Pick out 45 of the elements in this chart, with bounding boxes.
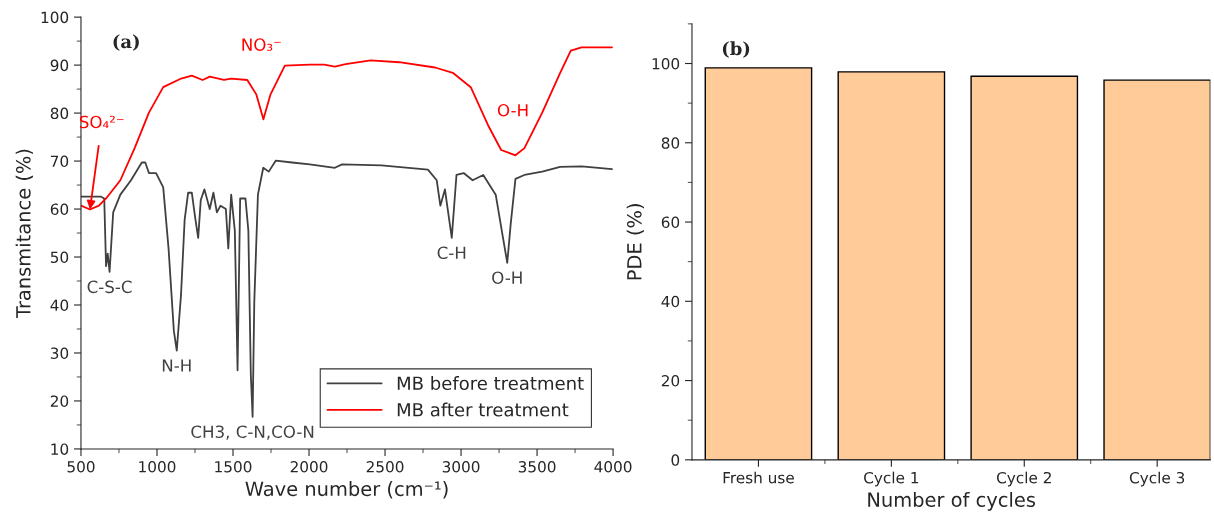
y-tick-label: 90 <box>50 59 69 72</box>
y-tick-label: 100 <box>41 11 69 24</box>
x-tick-label: 3500 <box>518 461 556 473</box>
y-tick-label: 0 <box>671 454 680 466</box>
y-tick-label: 80 <box>50 107 69 120</box>
y-tick-label: 60 <box>661 216 680 229</box>
x-tick-label: 3000 <box>442 461 480 473</box>
x-tick-label: Cycle 3 <box>1129 471 1185 487</box>
x-tick-label: Cycle 2 <box>996 471 1051 487</box>
x-tick-label: 2500 <box>366 461 404 473</box>
y-axis-title: Transmitance (%) <box>15 149 33 319</box>
y-tick-label: 10 <box>51 443 69 455</box>
y-tick-label: 80 <box>661 137 680 149</box>
y-tick-label: 50 <box>50 251 69 264</box>
y-tick-label: 20 <box>661 375 680 387</box>
x-tick-label: 1500 <box>215 461 252 473</box>
y-tick-label: 30 <box>50 347 69 359</box>
y-tick-label: 100 <box>652 57 680 70</box>
annotation: O-H <box>492 271 522 285</box>
legend-label: MB before treatment <box>397 376 584 391</box>
y-tick-label: 60 <box>50 203 69 216</box>
annotation: O-H <box>497 103 528 117</box>
annotation: C-S-C <box>87 280 132 294</box>
y-tick-label: 40 <box>661 295 680 308</box>
y-tick-label: 70 <box>50 155 69 168</box>
annotation: SO₄²⁻ <box>79 115 124 129</box>
annotation: N-H <box>162 359 191 372</box>
y-tick-label: 20 <box>50 395 69 407</box>
x-tick-label: 4000 <box>594 461 632 473</box>
x-tick-label: 1000 <box>139 461 176 473</box>
x-axis-title: Number of cycles <box>868 491 1036 511</box>
y-axis-title: PDE (%) <box>626 204 644 280</box>
annotation: (b) <box>722 41 750 58</box>
annotation: CH3, C-N,CO-N <box>191 425 314 440</box>
x-tick-label: 500 <box>67 461 95 473</box>
annotation: (a) <box>113 34 139 51</box>
x-tick-label: Cycle 1 <box>864 471 919 487</box>
x-tick-label: 2000 <box>290 461 328 473</box>
line-series <box>80 159 613 418</box>
x-tick-label: Fresh use <box>723 471 794 484</box>
y-tick-label: 40 <box>50 299 69 312</box>
legend-label: MB after treatment <box>397 402 569 417</box>
x-axis-title: Wave number (cm⁻¹) <box>245 481 448 499</box>
annotation: NO₃⁻ <box>242 38 281 51</box>
annotation: C-H <box>437 246 466 260</box>
